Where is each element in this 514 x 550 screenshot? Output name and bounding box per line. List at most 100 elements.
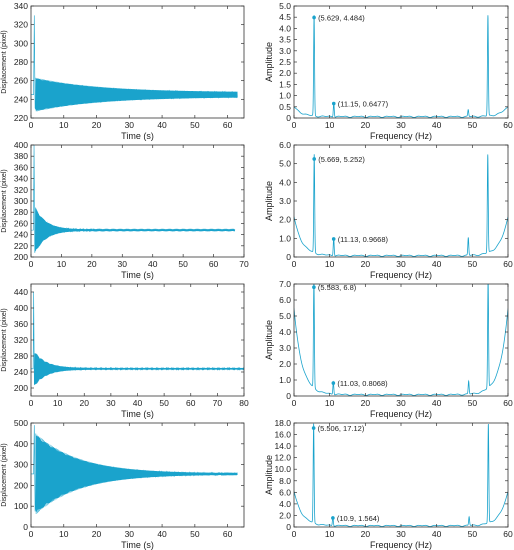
y-tick-label: 320 — [14, 20, 28, 30]
x-tick-label: 40 — [432, 259, 442, 269]
y-tick-label: 440 — [14, 287, 28, 297]
x-axis-label: Time (s) — [121, 540, 154, 550]
y-tick-label: 200 — [14, 383, 28, 393]
y-tick-label: 1.0 — [279, 233, 291, 243]
y-axis-label: Displacement (pixel) — [1, 308, 8, 371]
y-tick-label: 8.0 — [279, 476, 291, 486]
chart-8-spectrum: (5.506, 17.12) (10.9, 1.564) 0 10 20 30 40 50 60… — [264, 418, 513, 550]
y-tick-label: 4.0 — [279, 177, 291, 187]
x-axis-label: Time (s) — [121, 270, 154, 280]
y-tick-label: 500 — [14, 418, 28, 428]
y-tick-label: 0 — [23, 522, 28, 532]
x-axis-label: Frequency (Hz) — [370, 540, 432, 550]
x-tick-label: 40 — [432, 529, 442, 539]
x-tick-label: 0 — [292, 259, 297, 269]
x-tick-label: 40 — [432, 398, 442, 408]
y-tick-label: 4.0 — [279, 327, 291, 337]
x-axis-label: Frequency (Hz) — [370, 409, 432, 419]
x-tick-label: 10 — [325, 120, 335, 130]
y-tick-label: 240 — [14, 367, 28, 377]
x-tick-label: 60 — [223, 120, 233, 130]
x-tick-label: 20 — [361, 259, 371, 269]
x-tick-label: 30 — [125, 120, 135, 130]
x-tick-label: 30 — [125, 529, 135, 539]
peak-annotation: (10.9, 1.564) — [337, 514, 380, 523]
peak-annotation: (5.583, 6.8) — [318, 283, 357, 292]
series-line — [31, 145, 236, 253]
y-tick-label: 300 — [14, 460, 28, 470]
chart-2-spectrum: (5.629, 4.484) (11.15, 0.6477) 0 10 20 30 40 50… — [264, 1, 513, 141]
y-tick-label: 240 — [14, 230, 28, 240]
y-tick-label: 200 — [14, 480, 28, 490]
y-tick-label: 14.0 — [274, 441, 291, 451]
x-axis-label: Time (s) — [121, 131, 154, 141]
peak-marker — [311, 426, 316, 430]
y-tick-label: 16.0 — [274, 430, 291, 440]
chart-6-spectrum: (5.583, 6.8) (11.03, 0.8068) 0 10 20 30 40 50 60… — [264, 279, 513, 419]
y-tick-label: 3.0 — [279, 196, 291, 206]
y-tick-label: 1.0 — [279, 375, 291, 385]
x-tick-label: 30 — [396, 398, 406, 408]
x-tick-label: 40 — [133, 398, 143, 408]
y-axis-label: Displacement (pixel) — [1, 30, 8, 93]
y-tick-label: 2.5 — [279, 57, 291, 67]
chart-1-displacement: 0 10 20 30 40 50 60 220 240 260 280 300 320 340 Time (… — [1, 1, 245, 141]
x-tick-label: 50 — [178, 259, 188, 269]
peak-marker — [331, 381, 336, 385]
y-tick-label: 4.0 — [279, 23, 291, 33]
y-tick-label: 0 — [286, 391, 291, 401]
x-tick-label: 30 — [106, 398, 116, 408]
series-line — [294, 154, 508, 257]
y-tick-label: 1.0 — [279, 91, 291, 101]
y-tick-label: 6.0 — [279, 487, 291, 497]
x-tick-label: 60 — [503, 259, 513, 269]
series-line — [294, 15, 508, 118]
series-line — [31, 425, 238, 514]
peak-annotation: (11.13, 0.9668) — [338, 235, 389, 244]
y-tick-label: 4.5 — [279, 12, 291, 22]
x-tick-label: 0 — [29, 398, 34, 408]
chart-7-displacement: 0 10 20 30 40 50 60 0 100 200 300 400 500 Time (s) Dis… — [1, 418, 245, 550]
x-tick-label: 50 — [190, 529, 200, 539]
x-tick-label: 60 — [209, 259, 219, 269]
y-tick-label: 360 — [14, 319, 28, 329]
y-tick-label: 380 — [14, 151, 28, 161]
peak-annotation: (5.669, 5.252) — [318, 155, 365, 164]
y-axis-label: Amplitude — [264, 455, 274, 495]
x-tick-label: 50 — [468, 529, 478, 539]
y-tick-label: 320 — [14, 185, 28, 195]
y-tick-label: 3.0 — [279, 46, 291, 56]
y-tick-label: 400 — [14, 439, 28, 449]
plot-frame — [30, 144, 245, 258]
y-tick-label: 220 — [14, 241, 28, 251]
peak-marker — [331, 101, 336, 106]
x-tick-label: 0 — [29, 120, 34, 130]
x-tick-label: 40 — [148, 259, 158, 269]
x-tick-label: 80 — [239, 398, 249, 408]
chart-4-spectrum: (5.669, 5.252) (11.13, 0.9668) 0 10 20 30 40 50… — [264, 140, 513, 280]
y-tick-label: 6.0 — [279, 295, 291, 305]
x-tick-label: 20 — [361, 120, 371, 130]
peak-marker — [331, 516, 335, 520]
y-tick-label: 340 — [14, 174, 28, 184]
x-tick-label: 30 — [118, 259, 128, 269]
y-tick-label: 320 — [14, 335, 28, 345]
y-tick-label: 1.5 — [279, 79, 291, 89]
y-tick-label: 0 — [286, 252, 291, 262]
series-line — [294, 423, 508, 527]
x-axis-label: Frequency (Hz) — [370, 270, 432, 280]
x-tick-label: 30 — [396, 259, 406, 269]
x-tick-label: 50 — [468, 120, 478, 130]
y-tick-label: 2.0 — [279, 215, 291, 225]
x-tick-label: 70 — [213, 398, 223, 408]
peak-marker — [312, 285, 316, 290]
x-tick-label: 10 — [57, 259, 67, 269]
y-tick-label: 260 — [14, 218, 28, 228]
x-tick-label: 40 — [432, 120, 442, 130]
series-line — [31, 291, 244, 386]
y-tick-label: 6.0 — [279, 140, 291, 150]
y-tick-label: 5.0 — [279, 311, 291, 321]
y-tick-label: 2.0 — [279, 359, 291, 369]
